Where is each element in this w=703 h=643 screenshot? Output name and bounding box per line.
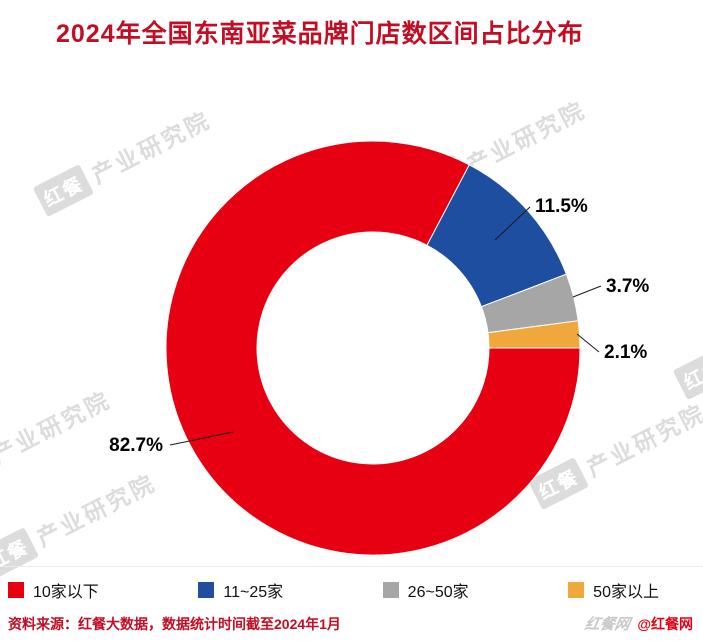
percent-label-0: 82.7% bbox=[109, 435, 163, 456]
legend-swatch-2 bbox=[382, 582, 399, 598]
percent-label-3: 2.1% bbox=[604, 342, 647, 363]
legend-item-0: 10家以下 bbox=[8, 578, 99, 602]
donut-segment-3 bbox=[487, 320, 581, 349]
leader-line-0 bbox=[169, 431, 234, 446]
footer: 资料来源：红餐大数据，数据统计时间截至2024年1月 红餐网 @红餐网 bbox=[8, 613, 693, 634]
donut-segment-0 bbox=[165, 140, 581, 556]
leader-line-1 bbox=[494, 206, 531, 241]
chart-legend: 10家以下 11~25家 26~50家 50家以上 bbox=[0, 566, 703, 602]
percent-label-1: 11.5% bbox=[535, 196, 588, 217]
legend-swatch-0 bbox=[8, 582, 24, 598]
legend-item-2: 26~50家 bbox=[382, 578, 469, 602]
brand-handle: @红餐网 bbox=[637, 616, 693, 632]
legend-label-2: 26~50家 bbox=[407, 584, 469, 601]
donut-chart: 82.7% 11.5% 3.7% 2.1% bbox=[109, 140, 649, 556]
legend-item-1: 11~25家 bbox=[198, 578, 283, 602]
data-source-note: 资料来源：红餐大数据，数据统计时间截至2024年1月 bbox=[8, 616, 341, 632]
chart-title: 2024年全国东南亚菜品牌门店数区间占比分布 bbox=[56, 20, 584, 48]
legend-label-3: 50家以上 bbox=[593, 584, 659, 601]
legend-item-3: 50家以上 bbox=[568, 578, 659, 602]
legend-swatch-1 bbox=[198, 582, 215, 598]
legend-swatch-3 bbox=[568, 582, 585, 598]
legend-label-1: 11~25家 bbox=[223, 584, 284, 601]
legend-label-0: 10家以下 bbox=[33, 584, 99, 601]
leader-line-2 bbox=[572, 285, 602, 298]
brand-logo-mark: 红餐网 bbox=[583, 616, 632, 633]
percent-label-2: 3.7% bbox=[606, 276, 649, 297]
brand-signature: 红餐网 @红餐网 bbox=[583, 613, 693, 634]
leader-line-3 bbox=[576, 333, 600, 353]
